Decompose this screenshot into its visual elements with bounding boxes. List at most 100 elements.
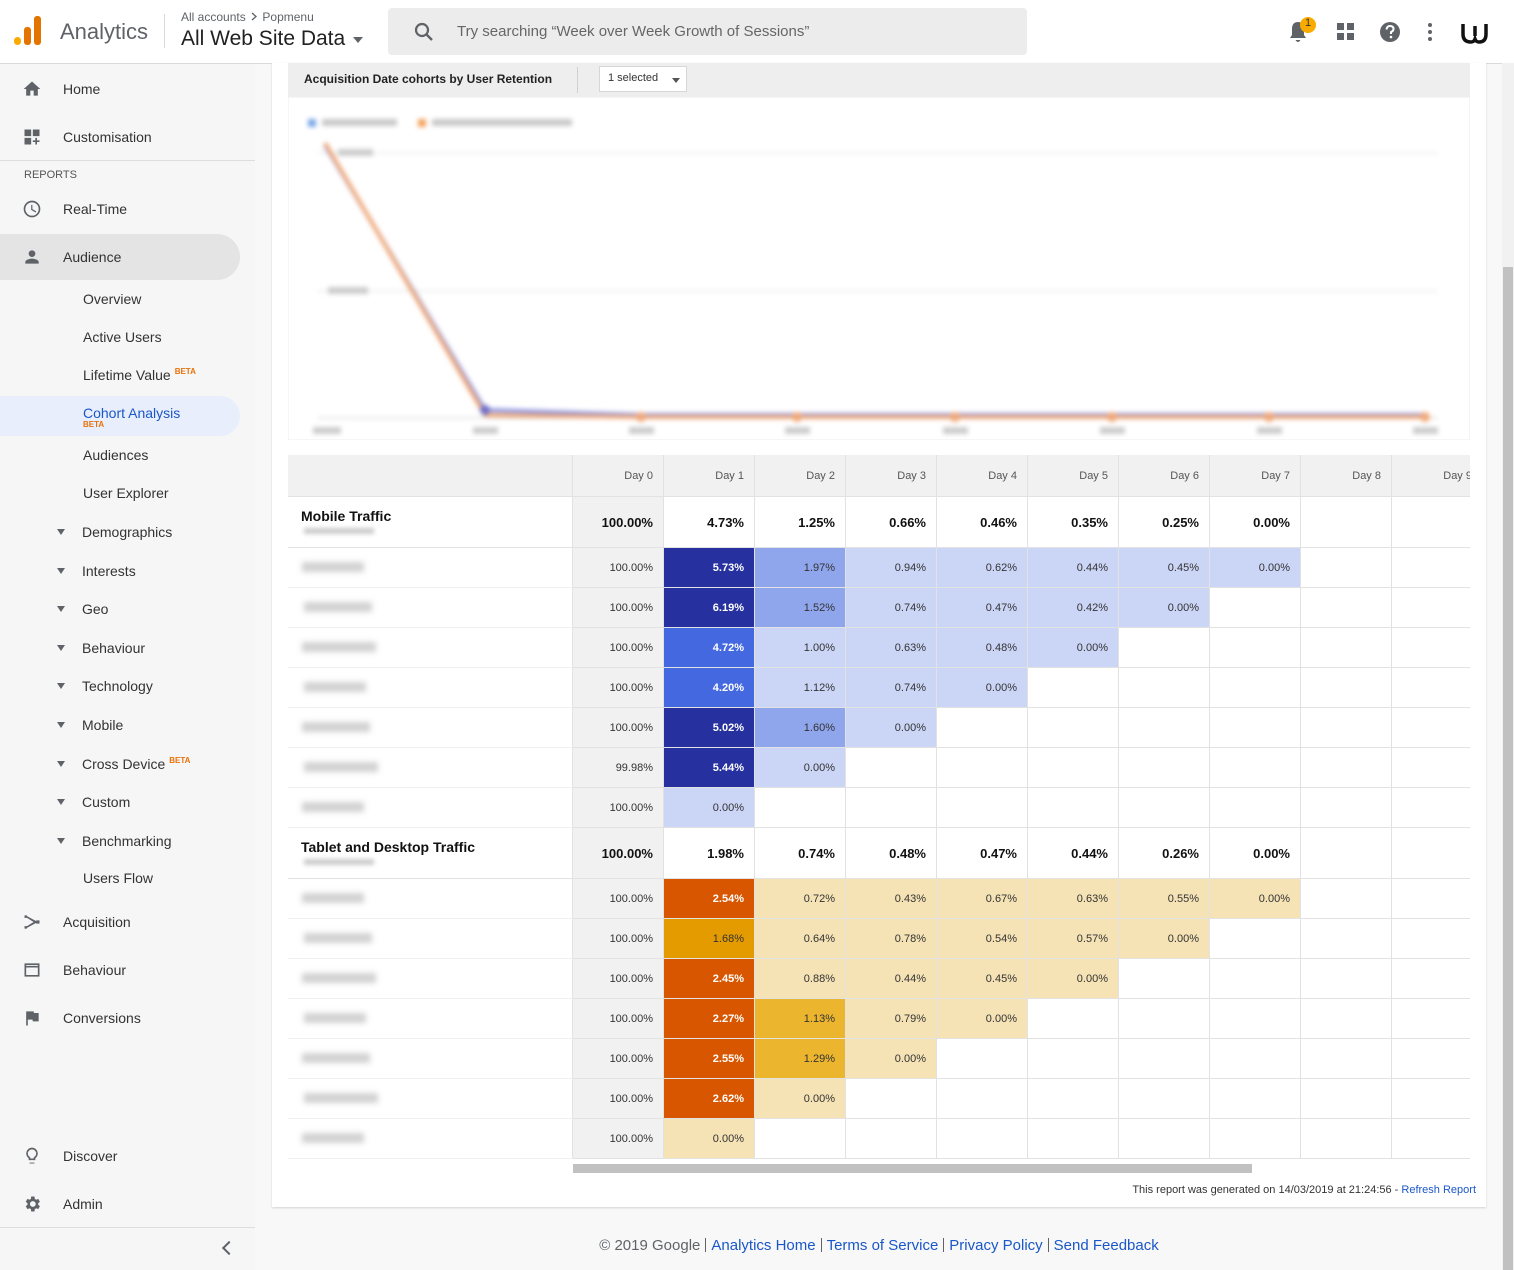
- retention-cell: [1301, 999, 1392, 1039]
- nav-subitem[interactable]: Demographics: [82, 524, 172, 540]
- retention-cell: 0.74%: [846, 668, 937, 708]
- nav-item[interactable]: Behaviour: [63, 962, 127, 978]
- nav-subitem[interactable]: User Explorer: [83, 485, 169, 501]
- cohort-selector[interactable]: 1 selected: [599, 66, 687, 92]
- apps-icon[interactable]: [1337, 23, 1355, 41]
- retention-cell: 2.45%: [664, 959, 755, 999]
- notification-count: 1: [1304, 17, 1312, 29]
- blurred-row-label: [302, 562, 364, 572]
- row-border: [288, 1158, 573, 1159]
- nav-item[interactable]: Conversions: [63, 1010, 141, 1026]
- footer-link[interactable]: Privacy Policy: [949, 1237, 1043, 1254]
- retention-cell: 0.74%: [846, 588, 937, 628]
- total-cell: 1.98%: [664, 828, 755, 879]
- retention-cell: [937, 788, 1028, 828]
- label-column-border: [572, 748, 573, 788]
- nav-subitem[interactable]: Users Flow: [83, 870, 153, 886]
- retention-cell: 1.29%: [755, 1039, 846, 1079]
- property-name: All Web Site Data: [181, 27, 346, 50]
- nav-label: Audiences: [83, 447, 149, 463]
- help-icon[interactable]: [1379, 21, 1401, 43]
- nav-item[interactable]: Acquisition: [63, 914, 131, 930]
- scrollbar-thumb[interactable]: [1503, 267, 1513, 1270]
- nav-subitem[interactable]: Cross Device BETA: [82, 756, 190, 772]
- nav-subitem[interactable]: Audiences: [83, 447, 148, 463]
- nav-subitem[interactable]: Behaviour: [82, 640, 145, 656]
- nav-item[interactable]: Admin: [63, 1196, 103, 1212]
- nav-subitem[interactable]: Active Users: [83, 329, 162, 345]
- retention-cell: [1301, 1079, 1392, 1119]
- total-cell: [1392, 497, 1470, 548]
- nav-label: User Explorer: [83, 485, 169, 501]
- row-border: [288, 747, 573, 748]
- total-cell: [1392, 828, 1470, 879]
- retention-cell: 0.00%: [846, 1039, 937, 1079]
- column-header: Day 6: [1119, 455, 1210, 497]
- blurred-row-label: [304, 762, 378, 772]
- blurred-row-label: [302, 802, 364, 812]
- expand-arrow: [57, 606, 65, 612]
- nav-subitem[interactable]: Technology: [82, 678, 153, 694]
- notifications[interactable]: [1286, 16, 1320, 46]
- retention-cell: 100.00%: [573, 788, 664, 828]
- collapse-button[interactable]: [221, 1240, 237, 1256]
- retention-cell: 0.00%: [1210, 548, 1301, 588]
- footer-link[interactable]: Terms of Service: [826, 1237, 939, 1254]
- retention-cell: 1.12%: [755, 668, 846, 708]
- retention-cell: [1210, 1079, 1301, 1119]
- retention-cell: [1119, 1119, 1210, 1159]
- nav-subitem[interactable]: Lifetime Value BETA: [83, 367, 196, 383]
- nav-subitem[interactable]: Geo: [82, 601, 108, 617]
- total-cell: 0.44%: [1028, 828, 1119, 879]
- nav-subitem[interactable]: Mobile: [82, 717, 123, 733]
- retention-cell: 0.00%: [937, 999, 1028, 1039]
- dropdown-arrow: [353, 37, 364, 43]
- retention-cell: [1392, 668, 1470, 708]
- breadcrumb-item[interactable]: All accounts: [181, 10, 246, 24]
- property-selector[interactable]: All Web Site Data: [181, 27, 365, 51]
- nav-item[interactable]: Home: [63, 81, 101, 97]
- nav-item[interactable]: Audience: [63, 249, 122, 265]
- horizontal-scrollbar[interactable]: [573, 1164, 1252, 1173]
- more-icon[interactable]: [1426, 22, 1434, 42]
- breadcrumb-item[interactable]: Popmenu: [262, 10, 314, 24]
- label-column-border: [572, 879, 573, 919]
- footer-link[interactable]: Analytics Home: [711, 1237, 816, 1254]
- divider: [164, 14, 165, 48]
- retention-cell: 6.19%: [664, 588, 755, 628]
- divider: [577, 67, 578, 93]
- nav-subitem[interactable]: Cohort Analysis: [83, 405, 180, 421]
- separator: [820, 1238, 822, 1252]
- label-column-border: [572, 1119, 573, 1159]
- retention-cell: [1119, 748, 1210, 788]
- search-box[interactable]: Try searching “Week over Week Growth of …: [388, 8, 1027, 55]
- blurred-row-label: [302, 973, 376, 983]
- nav-icon: [25, 1196, 40, 1212]
- row-border: [288, 827, 573, 828]
- nav-item[interactable]: Discover: [63, 1148, 118, 1164]
- retention-cell: 0.00%: [1028, 628, 1119, 668]
- nav-icon: [24, 129, 40, 145]
- report-note: This report was generated on 14/03/2019 …: [1000, 1184, 1476, 1196]
- retention-cell: 0.00%: [664, 788, 755, 828]
- nav-subitem[interactable]: Custom: [82, 794, 130, 810]
- refresh-link[interactable]: Refresh Report: [1401, 1184, 1476, 1196]
- retention-cell: [1119, 999, 1210, 1039]
- nav-subitem[interactable]: Interests: [82, 563, 136, 579]
- account-avatar[interactable]: [1460, 18, 1488, 46]
- footer-link[interactable]: Send Feedback: [1053, 1237, 1159, 1254]
- retention-cell: [1392, 1119, 1470, 1159]
- retention-cell: 0.44%: [846, 959, 937, 999]
- retention-cell: [1028, 999, 1119, 1039]
- retention-cell: 5.73%: [664, 548, 755, 588]
- nav-subitem[interactable]: Benchmarking: [82, 833, 172, 849]
- retention-cell: [1210, 788, 1301, 828]
- nav-item[interactable]: Customisation: [63, 129, 152, 145]
- total-cell: 4.73%: [664, 497, 755, 548]
- retention-cell: 0.78%: [846, 919, 937, 959]
- nav-subitem[interactable]: Overview: [83, 291, 141, 307]
- retention-cell: [1028, 668, 1119, 708]
- retention-cell: 0.44%: [1028, 548, 1119, 588]
- retention-cell: 0.00%: [1119, 919, 1210, 959]
- nav-item[interactable]: Real-Time: [63, 201, 128, 217]
